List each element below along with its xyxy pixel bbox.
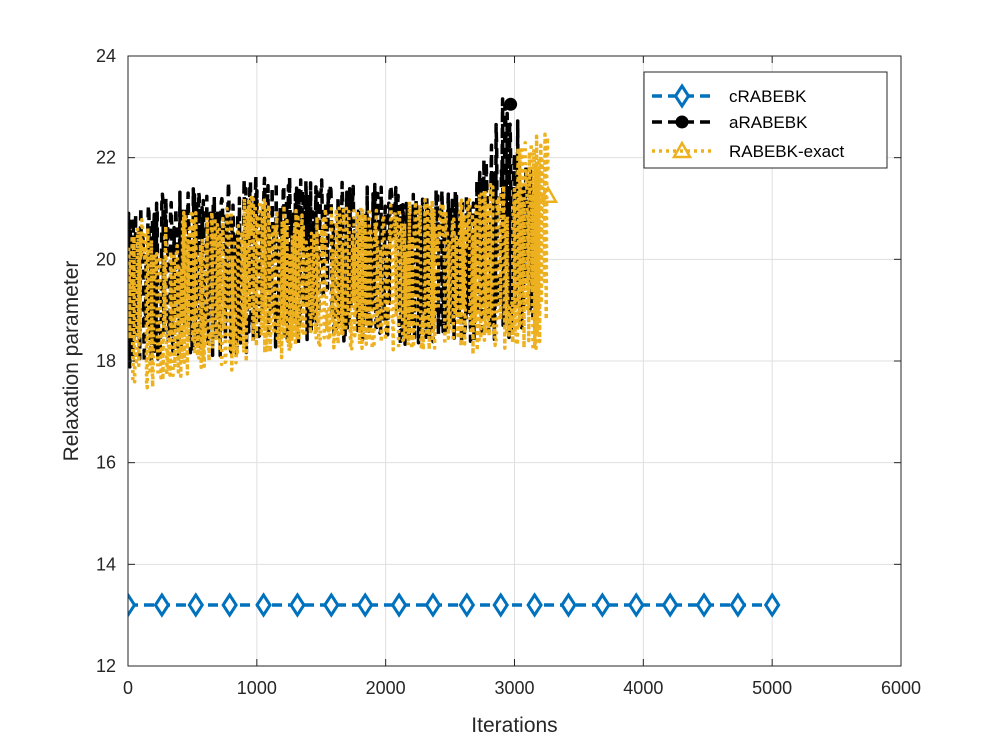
x-tick-label: 5000 [752, 678, 792, 698]
marker-cRABEBK [560, 592, 577, 618]
marker-cRABEBK [729, 592, 747, 618]
x-tick-label: 0 [123, 678, 133, 698]
marker-end-RABEBK-exact [537, 185, 559, 204]
marker-cRABEBK [255, 592, 272, 618]
marker-end-aRABEBK [504, 97, 518, 111]
marker-cRABEBK [763, 592, 781, 618]
marker-cRABEBK [695, 592, 713, 618]
y-tick-label: 14 [96, 554, 116, 574]
x-tick-label: 2000 [366, 678, 406, 698]
legend: cRABEBK aRABEBK RABEBK-exact [643, 71, 888, 169]
legend-marker-aRABEBK [675, 115, 689, 129]
marker-cRABEBK [390, 592, 408, 618]
marker-cRABEBK [356, 592, 374, 618]
x-axis-label: Iterations [471, 714, 557, 737]
y-axis-label: Relaxation parameter [60, 261, 83, 462]
legend-marker-cRABEBK [673, 83, 691, 109]
y-tick-label: 24 [96, 46, 116, 66]
marker-cRABEBK [153, 592, 171, 618]
y-tick-label: 12 [96, 656, 116, 676]
x-tick-label: 1000 [237, 678, 277, 698]
marker-cRABEBK [526, 592, 543, 618]
y-tick-label: 20 [96, 249, 116, 269]
tick-labels: 0 1000 2000 3000 4000 5000 6000 12 14 16 18 20 22 24 [96, 46, 921, 698]
marker-cRABEBK [221, 592, 238, 618]
y-tick-label: 16 [96, 453, 116, 473]
legend-label-cRABEBK: cRABEBK [729, 87, 807, 106]
y-tick-label: 18 [96, 351, 116, 371]
legend-label-RABEBK-exact: RABEBK-exact [729, 142, 845, 161]
plot-area [128, 97, 781, 618]
marker-start-RABEBK-exact [128, 274, 139, 292]
marker-cRABEBK [128, 592, 137, 618]
marker-cRABEBK [661, 592, 679, 618]
legend-marker-RABEBK-exact [671, 140, 693, 159]
marker-cRABEBK [424, 592, 442, 618]
ticks [127, 55, 902, 667]
series-layer [128, 97, 781, 618]
x-tick-label: 3000 [494, 678, 534, 698]
x-tick-label: 6000 [881, 678, 921, 698]
series-line-RABEBK-exact [128, 132, 550, 390]
marker-cRABEBK [187, 592, 205, 618]
marker-cRABEBK [323, 592, 340, 618]
series-cRABEBK [128, 592, 781, 618]
marker-cRABEBK [458, 592, 476, 618]
marker-cRABEBK [594, 592, 611, 618]
marker-cRABEBK [627, 592, 645, 618]
marker-cRABEBK [289, 592, 306, 618]
legend-label-aRABEBK: aRABEBK [729, 113, 808, 132]
series-RABEBK-exact [128, 132, 559, 390]
marker-cRABEBK [492, 592, 510, 618]
y-tick-label: 22 [96, 148, 116, 168]
x-tick-label: 4000 [623, 678, 663, 698]
